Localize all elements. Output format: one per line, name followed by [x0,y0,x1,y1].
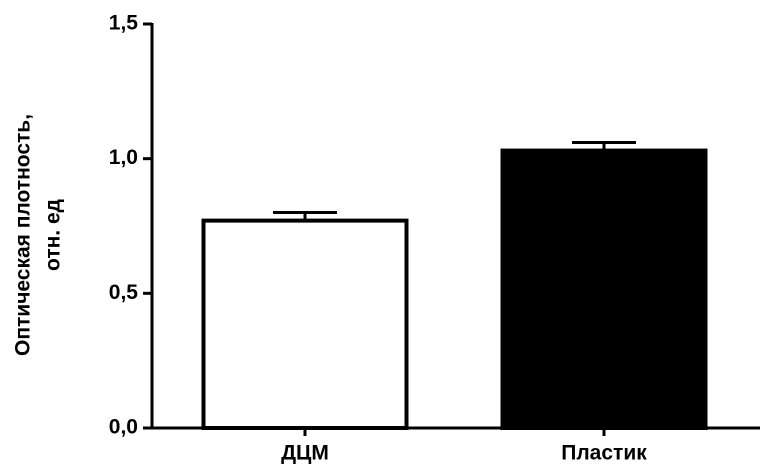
y-axis-label: Оптическая плотность, [12,114,35,356]
y-tick-label: 0,0 [109,416,138,439]
y-tick-label: 1,0 [109,146,138,169]
x-tick-label: ДЦМ [281,442,329,465]
y-tick-label: 0,5 [109,281,139,304]
x-tick-label: Пластик [561,442,647,465]
y-tick-label: 1,5 [109,12,139,35]
bar [201,218,409,430]
y-axis-label: отн. ед [42,199,65,271]
bar [500,148,708,430]
